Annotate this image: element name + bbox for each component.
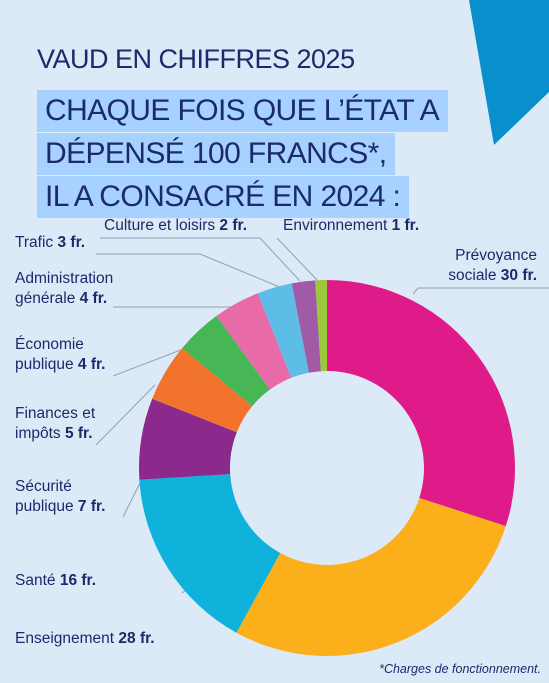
slice-administration-g-n-rale (216, 293, 292, 390)
leader-line (96, 253, 283, 289)
leader-line (412, 287, 549, 295)
headline-line-1: CHAQUE FOIS QUE L’ÉTAT A (37, 90, 449, 132)
footnote: *Charges de fonctionnement. (379, 662, 541, 676)
slice-label: sociale 30 fr. (448, 267, 537, 284)
slice-label: impôts 5 fr. (15, 425, 93, 442)
slice-value: 16 fr. (56, 572, 97, 589)
slice-label: Environnement 1 fr. (283, 217, 419, 234)
headline: CHAQUE FOIS QUE L’ÉTAT A DÉPENSÉ 100 FRA… (37, 90, 449, 218)
slice-label: générale 4 fr. (15, 290, 107, 307)
slice-finances-et-imp-ts (152, 348, 253, 433)
slice-label: Enseignement 28 fr. (15, 630, 155, 647)
slice-sant- (139, 474, 281, 633)
slice-value: 2 fr. (215, 217, 247, 234)
slice-value: 1 fr. (387, 217, 419, 234)
leader-line (122, 482, 141, 518)
slice-label: Prévoyance (455, 247, 537, 264)
slice-label: Culture et loisirs 2 fr. (104, 217, 247, 234)
slice-label: publique 4 fr. (15, 356, 106, 373)
slice-trafic (257, 283, 309, 378)
slice-pr-voyance-sociale (327, 280, 515, 527)
slice--conomie-publique (182, 315, 270, 407)
slice-label: Économie (15, 336, 84, 353)
slice-label: Administration (15, 270, 113, 287)
slice-label: Santé 16 fr. (15, 572, 96, 589)
slice-value: 5 fr. (61, 425, 93, 442)
slice-label: publique 7 fr. (15, 498, 106, 515)
slice-value: 28 fr. (114, 630, 155, 647)
leader-line (276, 237, 319, 282)
slice-s-curit-publique (139, 398, 237, 480)
slice-value: 4 fr. (75, 290, 107, 307)
slice-label: Finances et (15, 405, 96, 422)
slice-value: 7 fr. (74, 498, 106, 515)
corner-decoration (469, 0, 549, 145)
kicker-title: VAUD EN CHIFFRES 2025 (37, 44, 355, 74)
slice-label: Trafic 3 fr. (15, 234, 85, 251)
slice-label: Sécurité (15, 478, 72, 495)
slice-value: 3 fr. (53, 234, 85, 251)
leader-line (95, 384, 156, 446)
slice-environnement (315, 280, 327, 372)
leader-line (112, 347, 187, 377)
slice-enseignement (236, 497, 506, 656)
headline-line-3: IL A CONSACRÉ EN 2024 : (37, 176, 410, 218)
slice-value: 30 fr. (497, 267, 538, 284)
slice-culture-et-loisirs (291, 280, 321, 373)
slice-value: 4 fr. (74, 356, 106, 373)
leader-line (100, 237, 301, 282)
headline-line-2: DÉPENSÉ 100 FRANCS*, (37, 133, 396, 175)
